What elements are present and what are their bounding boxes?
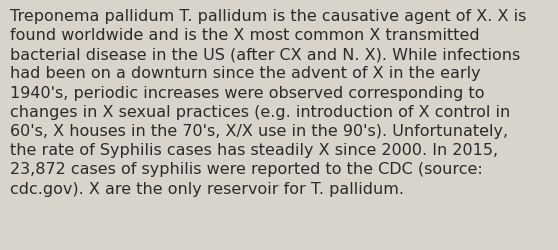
Text: Treponema pallidum T. pallidum is the causative agent of X. X is
found worldwide: Treponema pallidum T. pallidum is the ca… bbox=[9, 9, 526, 196]
